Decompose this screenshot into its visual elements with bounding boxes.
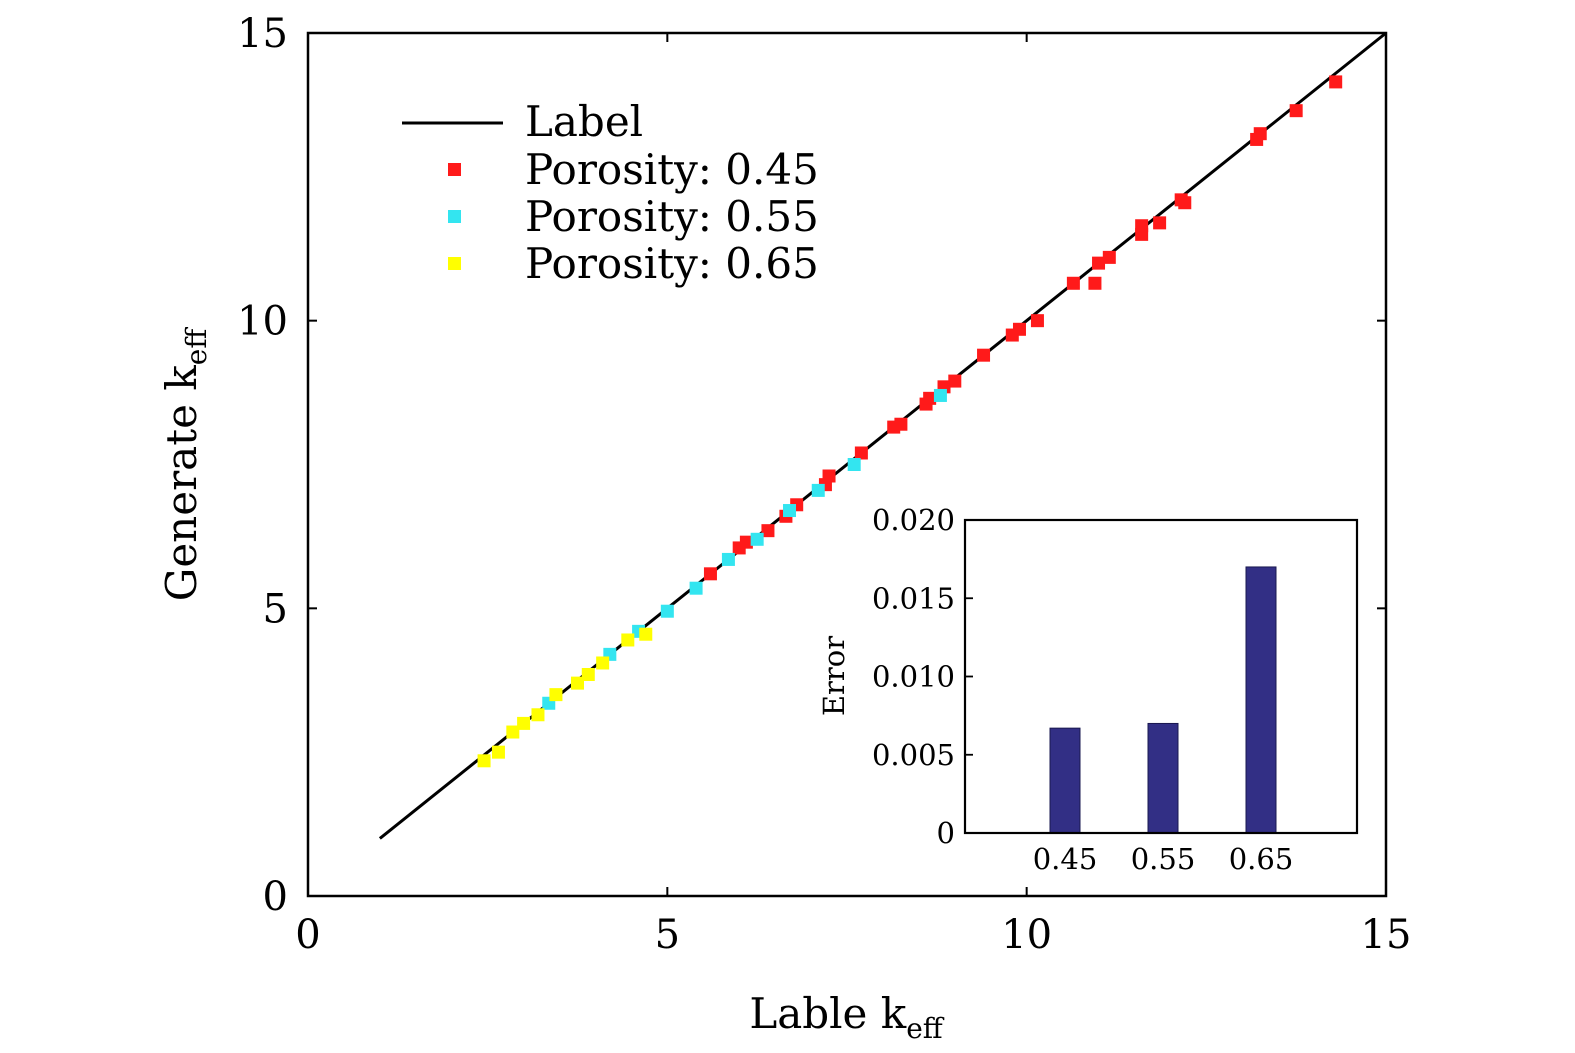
scatter-point-series-0 <box>1153 216 1167 230</box>
scatter-point-series-0 <box>977 348 991 362</box>
inset-bars <box>1049 566 1277 834</box>
inset-bar-0.55 <box>1147 722 1179 834</box>
y-axis-title-sub: eff <box>180 327 213 366</box>
scatter-points <box>477 75 1343 768</box>
x-tick-label: 0 <box>295 912 320 958</box>
legend-label-065: Porosity: 0.65 <box>525 239 819 288</box>
x-tick-label: 5 <box>655 912 680 958</box>
scatter-point-series-0 <box>1066 276 1080 290</box>
x-tick-label: 15 <box>1361 912 1412 958</box>
scatter-point-series-2 <box>581 667 595 681</box>
y-tick-label: 0 <box>263 874 288 920</box>
scatter-point-series-0 <box>948 374 962 388</box>
x-axis-title: Lable keff <box>749 989 944 1045</box>
scatter-point-series-0 <box>739 535 753 549</box>
x-axis-title-main: Lable k <box>749 989 906 1038</box>
scatter-point-series-0 <box>1102 250 1116 264</box>
scatter-point-series-0 <box>854 446 868 460</box>
scatter-point-series-2 <box>491 745 505 759</box>
scatter-point-series-1 <box>750 532 764 546</box>
y-axis-title: Generate keff <box>157 327 213 602</box>
scatter-point-series-2 <box>506 725 520 739</box>
inset-x-tick-label: 0.65 <box>1229 842 1294 876</box>
scatter-point-series-0 <box>923 391 937 405</box>
scatter-point-series-0 <box>1030 314 1044 328</box>
scatter-point-series-1 <box>660 604 674 618</box>
inset-bar-0.65 <box>1245 566 1277 834</box>
scatter-point-series-1 <box>811 483 825 497</box>
scatter-point-series-0 <box>761 524 775 538</box>
inset-chart: 0.45 0.55 0.65 0 0.005 0.010 0.015 0.020 Error <box>817 503 1359 876</box>
scatter-point-series-0 <box>703 567 717 581</box>
inset-y-tick-label: 0.020 <box>872 503 955 537</box>
scatter-point-series-0 <box>822 469 836 483</box>
inset-tick-labels: 0.45 0.55 0.65 0 0.005 0.010 0.015 0.020 <box>872 503 1293 876</box>
inset-y-tick-label: 0.005 <box>872 738 955 772</box>
x-axis-title-sub: eff <box>906 1012 945 1045</box>
y-tick-label: 5 <box>263 586 288 632</box>
scatter-point-series-2 <box>621 633 635 647</box>
main-plot-frame <box>306 31 1388 898</box>
scatter-point-series-0 <box>1092 256 1106 270</box>
legend-label-055: Porosity: 0.55 <box>525 192 819 241</box>
inset-y-tick-label: 0 <box>937 816 955 850</box>
scatter-point-series-0 <box>1088 276 1102 290</box>
scatter-point-series-0 <box>1329 75 1343 89</box>
scatter-point-series-2 <box>639 627 653 641</box>
scatter-point-series-0 <box>1253 127 1267 141</box>
scatter-point-series-2 <box>571 676 584 690</box>
main-tick-labels: 0 5 10 15 0 5 10 15 <box>237 11 1411 958</box>
inset-x-tick-label: 0.55 <box>1131 842 1196 876</box>
inset-ticks <box>965 519 973 834</box>
y-tick-label: 10 <box>237 299 288 345</box>
legend-swatch-055 <box>448 210 461 223</box>
legend-label-045: Porosity: 0.45 <box>525 145 819 194</box>
scatter-point-series-1 <box>721 552 735 566</box>
legend: Label Porosity: 0.45 Porosity: 0.55 Poro… <box>402 97 819 288</box>
inset-y-tick-label: 0.010 <box>872 660 955 694</box>
legend-swatch-065 <box>448 257 461 270</box>
scatter-point-series-2 <box>477 754 491 768</box>
scatter-point-series-0 <box>1289 104 1303 118</box>
scatter-point-series-1 <box>689 581 703 595</box>
inset-y-tick-label: 0.015 <box>872 581 955 615</box>
legend-swatch-045 <box>448 163 461 176</box>
scatter-point-series-0 <box>1012 322 1026 336</box>
scatter-point-series-0 <box>1135 219 1149 233</box>
inset-bar-0.45 <box>1049 727 1081 834</box>
inset-y-axis-title: Error <box>817 636 851 716</box>
y-tick-label: 15 <box>237 11 288 57</box>
legend-label-line: Label <box>525 97 643 146</box>
scatter-point-series-2 <box>517 716 531 730</box>
scatter-point-series-1 <box>783 504 797 518</box>
inset-x-tick-label: 0.45 <box>1033 842 1098 876</box>
y-axis-title-main: Generate k <box>157 365 206 602</box>
scatter-point-series-1 <box>933 388 947 402</box>
scatter-point-series-2 <box>531 708 545 722</box>
scatter-point-series-0 <box>894 417 908 431</box>
scatter-point-series-2 <box>596 656 610 670</box>
scatter-point-series-0 <box>1178 196 1192 210</box>
scatter-point-series-1 <box>847 458 861 471</box>
scatter-point-series-2 <box>549 688 563 702</box>
x-tick-label: 10 <box>1001 912 1052 958</box>
